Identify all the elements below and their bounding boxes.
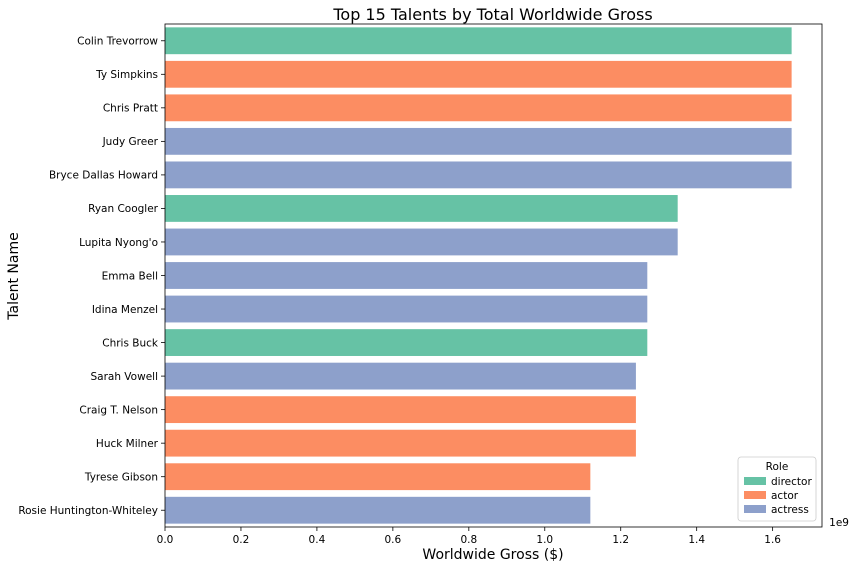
legend-title: Role: [766, 461, 789, 473]
bar: [165, 127, 792, 155]
x-tick-label: 1.4: [688, 534, 705, 546]
y-tick-label: Tyrese Gibson: [84, 472, 158, 484]
x-tick-label: 1.2: [612, 534, 629, 546]
bar: [165, 295, 648, 323]
y-tick-label: Idina Menzel: [92, 304, 158, 316]
x-axis-label: Worldwide Gross ($): [422, 547, 563, 563]
y-tick-label: Chris Buck: [102, 337, 159, 349]
bar: [165, 362, 636, 390]
y-tick-label: Sarah Vowell: [90, 371, 158, 383]
bar: [165, 60, 792, 88]
legend-swatch: [744, 505, 766, 513]
y-tick-label: Ryan Coogler: [88, 203, 159, 215]
axes-layer: Colin Trevorrow Ty Simpkins Chris Pratt Jud…: [18, 23, 823, 546]
y-axis-label: Talent Name: [6, 232, 22, 320]
plot-frame: [164, 23, 823, 528]
y-tick-label: Huck Milner: [96, 438, 159, 450]
legend-label: actor: [771, 490, 799, 502]
y-tick-label: Lupita Nyong'o: [79, 237, 158, 249]
x-tick-label: 1.0: [536, 534, 553, 546]
y-tick-label: Craig T. Nelson: [79, 404, 158, 416]
x-tick-label: 0.2: [233, 534, 250, 546]
y-tick-label: Ty Simpkins: [95, 69, 158, 81]
y-tick-label: Rosie Huntington-Whiteley: [18, 505, 158, 517]
bar: [165, 463, 591, 491]
x-tick-label: 0.6: [385, 534, 402, 546]
legend-swatch: [744, 491, 766, 499]
bar: [165, 27, 792, 55]
x-tick-label: 0.0: [157, 534, 174, 546]
bar: [165, 195, 678, 222]
bar: [165, 262, 648, 289]
y-tick-label: Emma Bell: [102, 270, 158, 282]
y-tick-label: Colin Trevorrow: [77, 36, 158, 48]
x-axis-scale-label: 1e9: [829, 517, 849, 529]
bar: [165, 496, 591, 524]
legend-label: actress: [771, 504, 809, 516]
legend-swatch: [744, 477, 766, 485]
y-tick-label: Chris Pratt: [103, 103, 158, 115]
x-tick-label: 1.6: [764, 534, 781, 546]
bar: [165, 429, 636, 457]
y-tick-label: Judy Greer: [102, 136, 159, 148]
bar: [165, 329, 648, 356]
x-tick-label: 0.8: [460, 534, 477, 546]
legend: Role director actor actress: [737, 456, 817, 522]
legend-label: director: [771, 476, 812, 488]
y-tick-label: Bryce Dallas Howard: [49, 170, 158, 182]
x-tick-label: 0.4: [309, 534, 326, 546]
bar: [165, 161, 792, 189]
chart-title: Top 15 Talents by Total Worldwide Gross: [332, 5, 652, 24]
bar: [165, 228, 678, 256]
bar: [165, 94, 792, 122]
bars-layer: [165, 27, 792, 524]
bar: [165, 396, 636, 424]
